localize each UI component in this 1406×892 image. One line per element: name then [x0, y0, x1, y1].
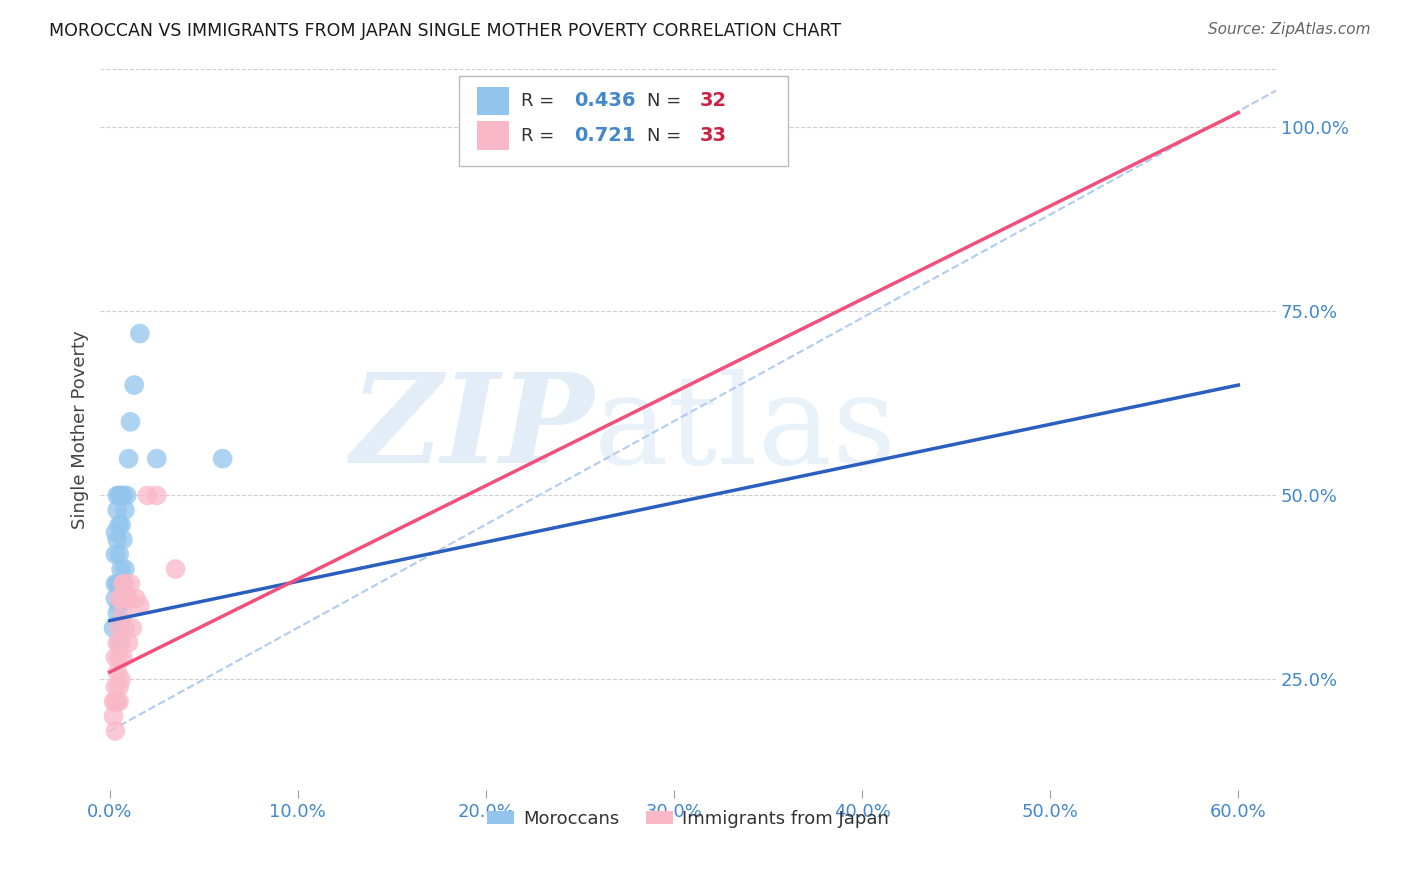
Point [104, 650, 127, 665]
Point [121, 621, 143, 635]
Text: 0.721: 0.721 [574, 126, 636, 145]
Point [108, 680, 131, 694]
Point [115, 488, 138, 502]
Point [120, 576, 142, 591]
Point [110, 517, 132, 532]
Point [105, 665, 128, 680]
Point [105, 533, 128, 547]
Point [114, 621, 136, 635]
Point [111, 606, 134, 620]
Point [108, 599, 131, 613]
Point [122, 378, 145, 392]
Text: N =: N = [647, 127, 688, 145]
Point [146, 451, 169, 466]
Point [103, 621, 125, 635]
Point [114, 576, 136, 591]
Point [108, 591, 131, 606]
Point [110, 591, 132, 606]
Point [111, 576, 134, 591]
Point [105, 606, 128, 620]
Point [104, 724, 127, 739]
FancyBboxPatch shape [458, 76, 789, 166]
Text: 32: 32 [700, 92, 727, 111]
Point [165, 562, 187, 576]
Point [110, 488, 132, 502]
Point [104, 576, 127, 591]
Point [211, 451, 233, 466]
Point [111, 488, 134, 502]
Point [108, 576, 131, 591]
Y-axis label: Single Mother Poverty: Single Mother Poverty [72, 330, 89, 529]
Text: 33: 33 [700, 126, 727, 145]
Point [104, 525, 127, 540]
Point [110, 636, 132, 650]
Point [128, 326, 150, 341]
Point [108, 650, 131, 665]
Point [104, 680, 127, 694]
Point [115, 591, 138, 606]
Point [114, 503, 136, 517]
Point [103, 709, 125, 723]
Point [108, 636, 131, 650]
Text: MOROCCAN VS IMMIGRANTS FROM JAPAN SINGLE MOTHER POVERTY CORRELATION CHART: MOROCCAN VS IMMIGRANTS FROM JAPAN SINGLE… [49, 22, 841, 40]
Text: ZIP: ZIP [350, 368, 595, 490]
Text: atlas: atlas [595, 368, 897, 490]
Point [110, 673, 132, 687]
Point [105, 576, 128, 591]
Point [108, 621, 131, 635]
Point [108, 547, 131, 561]
Legend: Moroccans, Immigrants from Japan: Moroccans, Immigrants from Japan [479, 803, 897, 835]
Point [108, 517, 131, 532]
Point [117, 636, 139, 650]
Point [103, 695, 125, 709]
Point [108, 488, 131, 502]
Text: N =: N = [647, 92, 688, 110]
Point [111, 650, 134, 665]
Text: R =: R = [522, 92, 560, 110]
Point [105, 488, 128, 502]
Point [108, 695, 131, 709]
Point [146, 488, 169, 502]
Point [111, 533, 134, 547]
Point [120, 415, 142, 429]
FancyBboxPatch shape [477, 121, 509, 150]
Point [117, 591, 139, 606]
Point [117, 451, 139, 466]
Point [114, 562, 136, 576]
Point [105, 695, 128, 709]
Point [110, 614, 132, 628]
Point [110, 562, 132, 576]
Point [105, 503, 128, 517]
Point [105, 636, 128, 650]
Point [125, 591, 148, 606]
FancyBboxPatch shape [477, 87, 509, 115]
Point [136, 488, 159, 502]
Text: Source: ZipAtlas.com: Source: ZipAtlas.com [1208, 22, 1371, 37]
Point [128, 599, 150, 613]
Point [104, 695, 127, 709]
Point [104, 547, 127, 561]
Text: 0.436: 0.436 [574, 92, 636, 111]
Point [111, 576, 134, 591]
Point [104, 591, 127, 606]
Text: R =: R = [522, 127, 560, 145]
